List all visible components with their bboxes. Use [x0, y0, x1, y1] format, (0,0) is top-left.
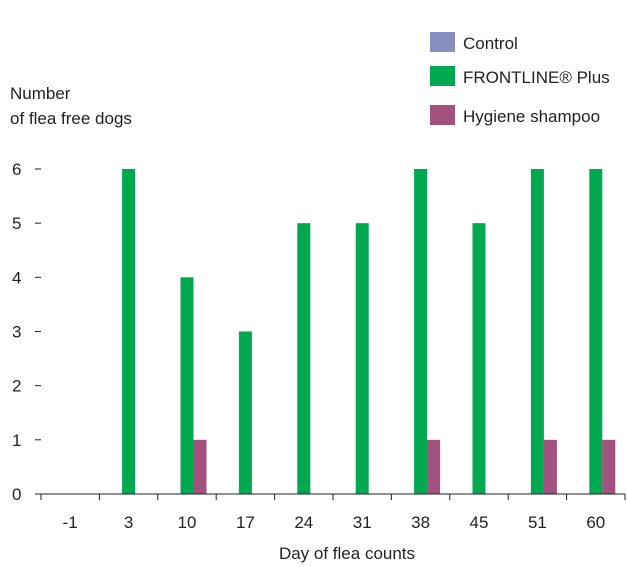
legend-label-frontline-plus: FRONTLINE® Plus	[463, 68, 610, 87]
bar-frontline-plus-day-3	[122, 169, 136, 494]
y-tick-label: 5	[12, 214, 21, 233]
x-tick-label: 10	[178, 513, 197, 532]
x-axis-title: Day of flea counts	[279, 544, 415, 563]
bar-hygiene-shampoo-day-60	[602, 439, 616, 494]
bar-frontline-plus-day-51	[530, 169, 544, 494]
x-tick-label: 45	[470, 513, 489, 532]
legend-swatch-hygiene-shampoo	[430, 105, 455, 125]
y-tick-label: 3	[12, 323, 21, 342]
bar-hygiene-shampoo-day-10	[193, 439, 207, 494]
bar-frontline-plus-day-60	[589, 169, 603, 494]
bar-frontline-plus-day-17	[238, 331, 252, 494]
x-axis-ticks: -1 3 10 17 24 31 38 45 51 60	[40, 494, 626, 532]
bar-frontline-plus-day-31	[355, 223, 369, 495]
bars	[122, 169, 616, 495]
bar-frontline-plus-day-45	[472, 223, 486, 495]
bar-hygiene-shampoo-day-38	[427, 439, 441, 494]
y-axis-ticks: 0 1 2 3 4 5 6	[12, 160, 41, 504]
bar-frontline-plus-day-24	[297, 223, 311, 495]
x-tick-label: -1	[63, 513, 78, 532]
legend: Control FRONTLINE® Plus Hygiene shampoo	[430, 32, 610, 126]
bar-frontline-plus-day-10	[180, 277, 194, 494]
bar-frontline-plus-day-38	[414, 169, 428, 494]
legend-label-control: Control	[463, 34, 518, 53]
x-tick-label: 3	[124, 513, 133, 532]
x-tick-label: 17	[236, 513, 255, 532]
y-axis-title-line-2: of flea free dogs	[10, 109, 132, 128]
x-tick-label: 38	[411, 513, 430, 532]
legend-label-hygiene-shampoo: Hygiene shampoo	[463, 107, 600, 126]
y-tick-label: 1	[12, 431, 21, 450]
x-tick-label: 24	[294, 513, 313, 532]
x-tick-label: 31	[353, 513, 372, 532]
legend-swatch-frontline-plus	[430, 66, 455, 86]
y-tick-label: 2	[12, 377, 21, 396]
y-tick-label: 0	[12, 485, 21, 504]
y-tick-label: 6	[12, 160, 21, 179]
x-tick-label: 51	[528, 513, 547, 532]
y-axis-title-line-1: Number	[10, 84, 71, 103]
x-tick-label: 60	[586, 513, 605, 532]
bar-hygiene-shampoo-day-51	[543, 439, 557, 494]
y-tick-label: 4	[12, 268, 21, 287]
legend-swatch-control	[430, 32, 455, 52]
